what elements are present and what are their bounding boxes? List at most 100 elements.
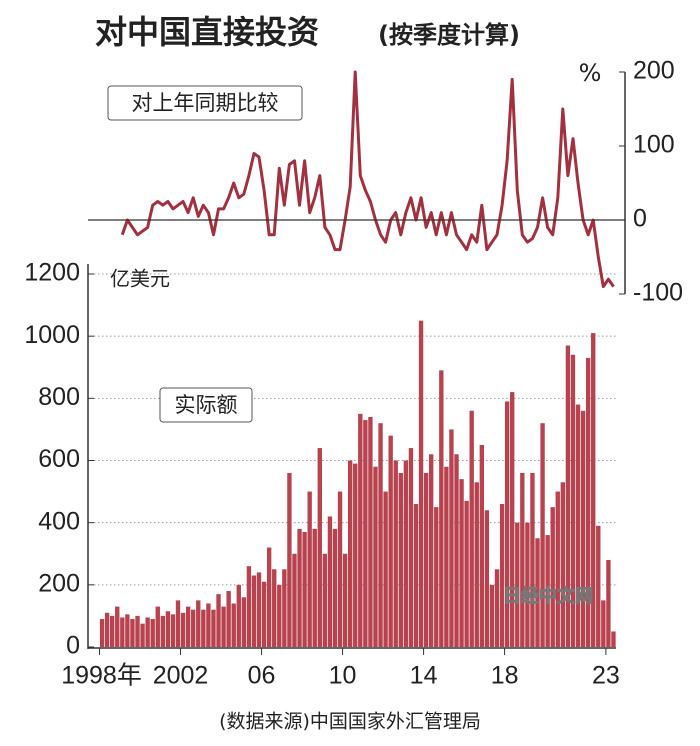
bar	[398, 472, 403, 647]
bar	[145, 617, 150, 647]
chart-title: 对中国直接投资	[95, 13, 319, 51]
bar	[256, 572, 262, 647]
bar	[530, 472, 535, 647]
bar	[140, 623, 145, 647]
bar	[287, 472, 292, 647]
y-tick-label: 200	[38, 569, 80, 597]
bar	[570, 354, 576, 647]
bar	[358, 413, 363, 647]
bar	[337, 491, 343, 647]
bar	[368, 416, 373, 647]
bar	[292, 553, 297, 647]
bar	[332, 528, 338, 647]
bar	[504, 401, 510, 647]
x-tick-label: 18	[491, 662, 519, 690]
bar	[261, 581, 267, 647]
y-tick-label: 100	[633, 131, 675, 159]
source: (数据来源)中国国家外汇管理局	[219, 711, 481, 733]
bar	[378, 423, 383, 647]
bar	[120, 617, 125, 647]
bar	[520, 472, 525, 647]
y-tick-label: 600	[38, 445, 80, 473]
annotation-box	[159, 387, 253, 423]
bar	[459, 479, 464, 647]
bar	[611, 631, 616, 647]
bar	[322, 553, 328, 647]
bar	[150, 619, 155, 647]
x-tick-label: 1998年	[61, 662, 142, 690]
bar	[241, 597, 247, 647]
bar	[525, 522, 530, 647]
bar	[596, 525, 601, 647]
y-tick-label: 200	[633, 57, 675, 85]
bar	[110, 615, 115, 647]
bar	[454, 454, 459, 647]
bar	[201, 609, 206, 647]
bar	[439, 370, 444, 647]
bar	[510, 392, 515, 647]
bar	[388, 435, 393, 647]
bar	[353, 463, 358, 647]
bar	[342, 553, 348, 647]
bar	[236, 584, 241, 647]
bar	[266, 547, 272, 647]
bar	[180, 612, 186, 647]
bar	[591, 333, 596, 647]
bar	[272, 569, 277, 647]
annotation: 实际额	[175, 393, 238, 417]
bar	[418, 320, 424, 647]
bar	[185, 606, 191, 647]
y-tick-label: 0	[633, 205, 647, 233]
bar	[575, 404, 581, 647]
bar	[206, 603, 211, 647]
bar	[499, 504, 505, 647]
bar	[170, 614, 176, 647]
annotation: 对上年同期比较	[132, 91, 279, 115]
bar	[251, 575, 257, 647]
bar	[104, 612, 110, 647]
bar	[474, 482, 479, 647]
bar	[327, 516, 333, 647]
y-axis-unit: %	[579, 59, 602, 87]
bar	[160, 615, 166, 647]
x-tick-label: 06	[248, 662, 276, 690]
bar	[246, 566, 252, 647]
line	[120, 70, 615, 289]
y-tick-label: 400	[38, 507, 80, 535]
bar	[580, 410, 586, 647]
x-tick-label: 14	[410, 662, 438, 690]
bar	[515, 522, 520, 647]
bar	[231, 603, 236, 647]
bar	[464, 500, 469, 647]
bar	[155, 606, 160, 647]
bar	[277, 584, 282, 647]
bar	[585, 357, 591, 647]
bar	[165, 611, 171, 647]
bar	[216, 594, 221, 647]
bar	[494, 569, 500, 647]
bar	[444, 466, 449, 647]
bar	[535, 538, 540, 647]
bar	[347, 460, 353, 647]
bar	[545, 535, 550, 647]
bar	[115, 606, 120, 647]
bar	[191, 609, 196, 647]
bar	[363, 420, 368, 647]
bar	[130, 619, 135, 647]
bar	[403, 460, 409, 647]
y-tick-label: -100	[633, 279, 683, 307]
bar	[408, 448, 414, 647]
y-tick-label: 800	[38, 383, 80, 411]
bar	[297, 528, 302, 647]
bar	[469, 410, 474, 647]
bar	[125, 614, 130, 647]
y-axis-unit: 亿美元	[110, 267, 170, 291]
bar	[550, 507, 555, 647]
bar	[307, 491, 312, 647]
bar	[302, 531, 307, 647]
bar	[196, 600, 201, 647]
x-tick-label: 10	[329, 662, 357, 690]
bar	[479, 444, 485, 647]
bar	[565, 345, 571, 647]
